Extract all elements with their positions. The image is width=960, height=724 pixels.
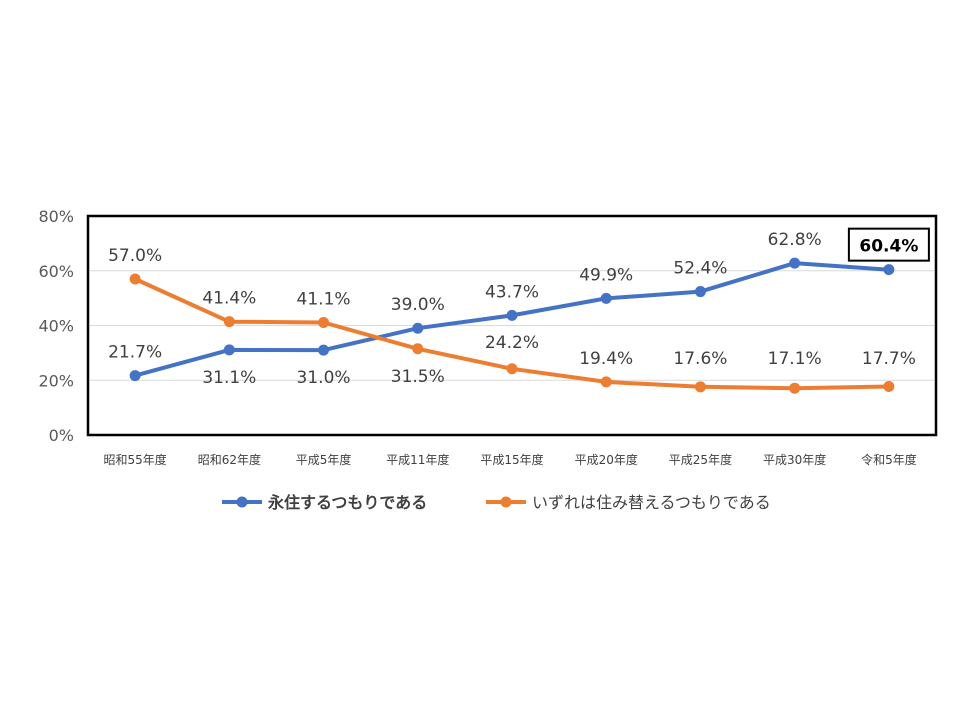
y-tick-label: 20% [38,371,74,390]
data-label-series-2: 19.4% [579,349,633,369]
data-point-series-2 [223,316,235,328]
legend-swatch-marker [236,496,248,508]
data-label-series-1: 62.8% [768,230,822,250]
data-point-series-2 [694,381,706,393]
legend-label: いずれは住み替えるつもりである [532,493,771,512]
data-label-series-2: 17.6% [673,349,727,369]
highlight-box [847,227,930,262]
data-point-series-2 [883,381,895,393]
x-tick-label: 平成20年度 [575,452,638,467]
data-label-series-2: 31.5% [391,367,445,387]
x-tick-label: 平成25年度 [669,452,732,467]
data-point-series-1 [412,322,424,334]
data-point-series-1 [223,344,235,356]
data-point-series-2 [412,343,424,355]
legend-label: 永住するつもりである [267,493,427,512]
data-point-series-2 [506,363,518,375]
data-point-series-2 [318,316,330,328]
data-point-series-1 [506,309,518,321]
data-label-series-2: 17.1% [768,349,822,369]
data-point-series-2 [789,382,801,394]
data-label-series-1: 21.7% [108,343,162,363]
data-label-series-1: 49.9% [579,265,633,285]
data-point-series-2 [129,273,141,285]
x-tick-label: 平成5年度 [296,452,352,467]
y-tick-label: 40% [38,317,74,336]
data-point-series-1 [694,286,706,298]
data-label-series-2: 41.1% [297,289,351,309]
data-label-series-1: 60.4% [859,237,918,257]
data-point-series-1 [883,264,895,276]
y-tick-label: 0% [49,426,74,445]
y-tick-label: 80% [38,207,74,226]
x-tick-label: 昭和55年度 [103,452,166,467]
data-label-series-1: 39.0% [391,295,445,315]
data-label-series-2: 24.2% [485,333,539,353]
plot-area-border [86,214,938,437]
data-label-series-1: 31.1% [202,368,256,388]
data-point-series-1 [789,257,801,269]
data-point-series-1 [129,370,141,382]
x-tick-label: 平成30年度 [763,452,826,467]
data-point-series-1 [600,292,612,304]
x-tick-label: 平成11年度 [386,452,449,467]
x-tick-label: 平成15年度 [480,452,543,467]
data-point-series-2 [600,376,612,388]
data-label-series-2: 17.7% [862,349,916,369]
data-label-series-2: 57.0% [108,246,162,266]
data-label-series-1: 43.7% [485,282,539,302]
data-label-series-1: 52.4% [673,259,727,279]
data-label-series-2: 41.4% [202,289,256,309]
data-label-series-1: 31.0% [297,368,351,388]
legend-swatch-marker [500,496,512,508]
x-tick-label: 令和5年度 [861,452,917,467]
y-tick-label: 60% [38,262,74,281]
data-point-series-1 [318,344,330,356]
x-tick-label: 昭和62年度 [198,452,261,467]
